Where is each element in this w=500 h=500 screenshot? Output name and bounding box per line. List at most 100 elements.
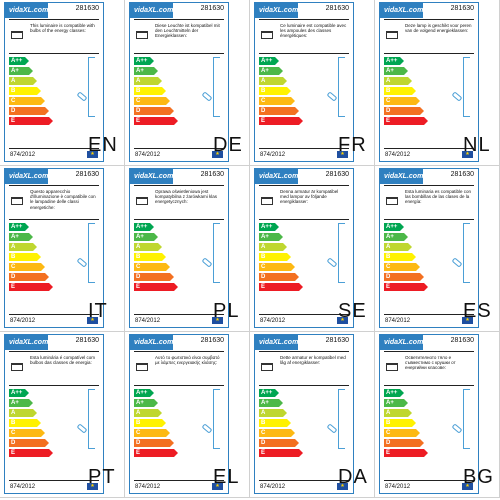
energy-label: vidaXL.com 281630 Deze lamp is geschikt vo…: [379, 2, 479, 162]
energy-class-bar: A+: [134, 233, 158, 241]
energy-class-bar: A+: [9, 233, 33, 241]
ceiling-lamp-icon: [11, 363, 23, 371]
energy-class-bar: A: [259, 409, 287, 417]
energy-class-bar: C: [384, 97, 420, 105]
divider: [9, 385, 99, 386]
ceiling-lamp-icon: [136, 31, 148, 39]
regulation-number: 874/2012: [10, 318, 36, 324]
product-code: 281630: [450, 171, 474, 178]
energy-class-letter: C: [261, 264, 266, 270]
vidaxl-logo: vidaXL.com: [380, 3, 423, 18]
energy-class-letter: E: [261, 118, 266, 124]
energy-class-bar: A: [9, 77, 37, 85]
energy-class-letter: B: [386, 420, 391, 426]
energy-class-letter: D: [386, 274, 391, 280]
bulb-icon: [326, 423, 338, 434]
divider: [259, 385, 349, 386]
energy-class-bar: A++: [134, 57, 154, 65]
compatibility-text: Ce luminaire est compatible avec les amp…: [280, 23, 347, 39]
energy-class-letter: E: [136, 118, 141, 124]
energy-label: vidaXL.com 281630 Diese Leuchte ist kompat…: [129, 2, 229, 162]
energy-class-letter: E: [386, 450, 391, 456]
energy-class-bar: A: [134, 243, 162, 251]
energy-class-letter: E: [386, 118, 391, 124]
energy-class-scale: A++ A+ A B C D E: [259, 57, 303, 127]
label-cell-en: vidaXL.com 281630 This luminaire is compat…: [0, 0, 125, 166]
energy-class-letter: A++: [386, 390, 398, 396]
vidaxl-logo: vidaXL.com: [380, 169, 423, 184]
energy-class-letter: B: [261, 254, 266, 260]
energy-class-bar: B: [134, 419, 166, 427]
energy-class-letter: A++: [136, 224, 148, 230]
compatibility-text: Diese Leuchte ist kompatibel mit den Leu…: [155, 23, 220, 39]
bulb-icon: [326, 257, 338, 268]
energy-class-bar: A++: [9, 223, 29, 231]
label-cell-el: vidaXL.com 281630 Αυτό το φωτιστικό είναι …: [125, 332, 250, 498]
compatibility-bracket-icon: [338, 389, 345, 449]
energy-class-letter: A+: [136, 234, 144, 240]
bulb-icon: [76, 257, 88, 268]
divider: [259, 148, 349, 149]
divider: [259, 314, 349, 315]
energy-class-letter: A: [136, 410, 141, 416]
energy-class-letter: B: [136, 420, 141, 426]
energy-class-bar: A++: [384, 223, 404, 231]
energy-class-scale: A++ A+ A B C D E: [134, 57, 178, 127]
energy-class-bar: A++: [259, 57, 279, 65]
energy-class-bar: A++: [134, 389, 154, 397]
energy-class-letter: A: [261, 78, 266, 84]
divider: [9, 480, 99, 481]
energy-class-bar: A++: [134, 223, 154, 231]
energy-class-letter: C: [11, 98, 16, 104]
energy-class-bar: C: [134, 429, 170, 437]
energy-class-letter: A+: [261, 400, 269, 406]
product-code: 281630: [325, 337, 349, 344]
energy-class-letter: A: [11, 410, 16, 416]
divider: [259, 53, 349, 54]
energy-class-letter: E: [136, 284, 141, 290]
energy-class-bar: C: [9, 97, 45, 105]
energy-class-bar: C: [259, 429, 295, 437]
energy-class-letter: E: [261, 284, 266, 290]
energy-class-letter: B: [261, 88, 266, 94]
energy-class-bar: B: [259, 419, 291, 427]
energy-class-letter: B: [261, 420, 266, 426]
compatibility-bracket-icon: [338, 57, 345, 117]
energy-class-letter: A++: [11, 390, 23, 396]
ceiling-lamp-icon: [11, 31, 23, 39]
energy-label: vidaXL.com 281630 Oprawa oświetleniowa jes…: [129, 168, 229, 328]
energy-class-bar: D: [134, 273, 174, 281]
energy-class-letter: A+: [11, 400, 19, 406]
label-cell-pt: vidaXL.com 281630 Esta luminária é compatí…: [0, 332, 125, 498]
divider: [384, 480, 474, 481]
energy-class-letter: D: [11, 274, 16, 280]
energy-class-letter: A+: [386, 234, 394, 240]
energy-class-bar: B: [134, 87, 166, 95]
energy-class-letter: C: [136, 430, 141, 436]
divider: [134, 314, 224, 315]
product-code: 281630: [75, 171, 99, 178]
energy-class-bar: B: [259, 87, 291, 95]
vidaxl-logo: vidaXL.com: [255, 169, 298, 184]
language-code: NL: [463, 134, 491, 156]
energy-label: vidaXL.com 281630 Denna armatur är kompati…: [254, 168, 354, 328]
energy-class-bar: A+: [384, 67, 408, 75]
energy-class-letter: A+: [261, 68, 269, 74]
energy-class-letter: A: [11, 78, 16, 84]
energy-class-bar: C: [384, 263, 420, 271]
label-cell-se: vidaXL.com 281630 Denna armatur är kompati…: [250, 166, 375, 332]
energy-class-bar: B: [9, 87, 41, 95]
energy-class-bar: C: [9, 263, 45, 271]
energy-class-bar: A++: [9, 389, 29, 397]
energy-class-bar: D: [9, 107, 49, 115]
compatibility-bracket-icon: [463, 223, 470, 283]
ceiling-lamp-icon: [386, 31, 398, 39]
energy-class-bar: E: [259, 449, 303, 457]
divider: [384, 185, 474, 186]
bulb-icon: [201, 91, 213, 102]
label-cell-bg: vidaXL.com 281630 Осветителното тяло е съв…: [375, 332, 500, 498]
energy-class-letter: C: [136, 264, 141, 270]
eu-flag-icon: ★: [87, 483, 98, 490]
energy-class-letter: A: [261, 410, 266, 416]
